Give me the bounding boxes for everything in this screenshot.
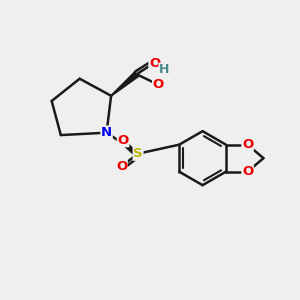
Text: O: O [153,78,164,91]
Text: O: O [118,134,129,147]
Text: O: O [116,160,127,173]
Text: O: O [149,57,160,70]
Text: N: N [101,126,112,139]
Text: S: S [133,147,143,160]
Polygon shape [111,72,139,96]
Text: O: O [242,138,253,151]
Text: H: H [159,63,169,76]
Text: O: O [242,165,253,178]
